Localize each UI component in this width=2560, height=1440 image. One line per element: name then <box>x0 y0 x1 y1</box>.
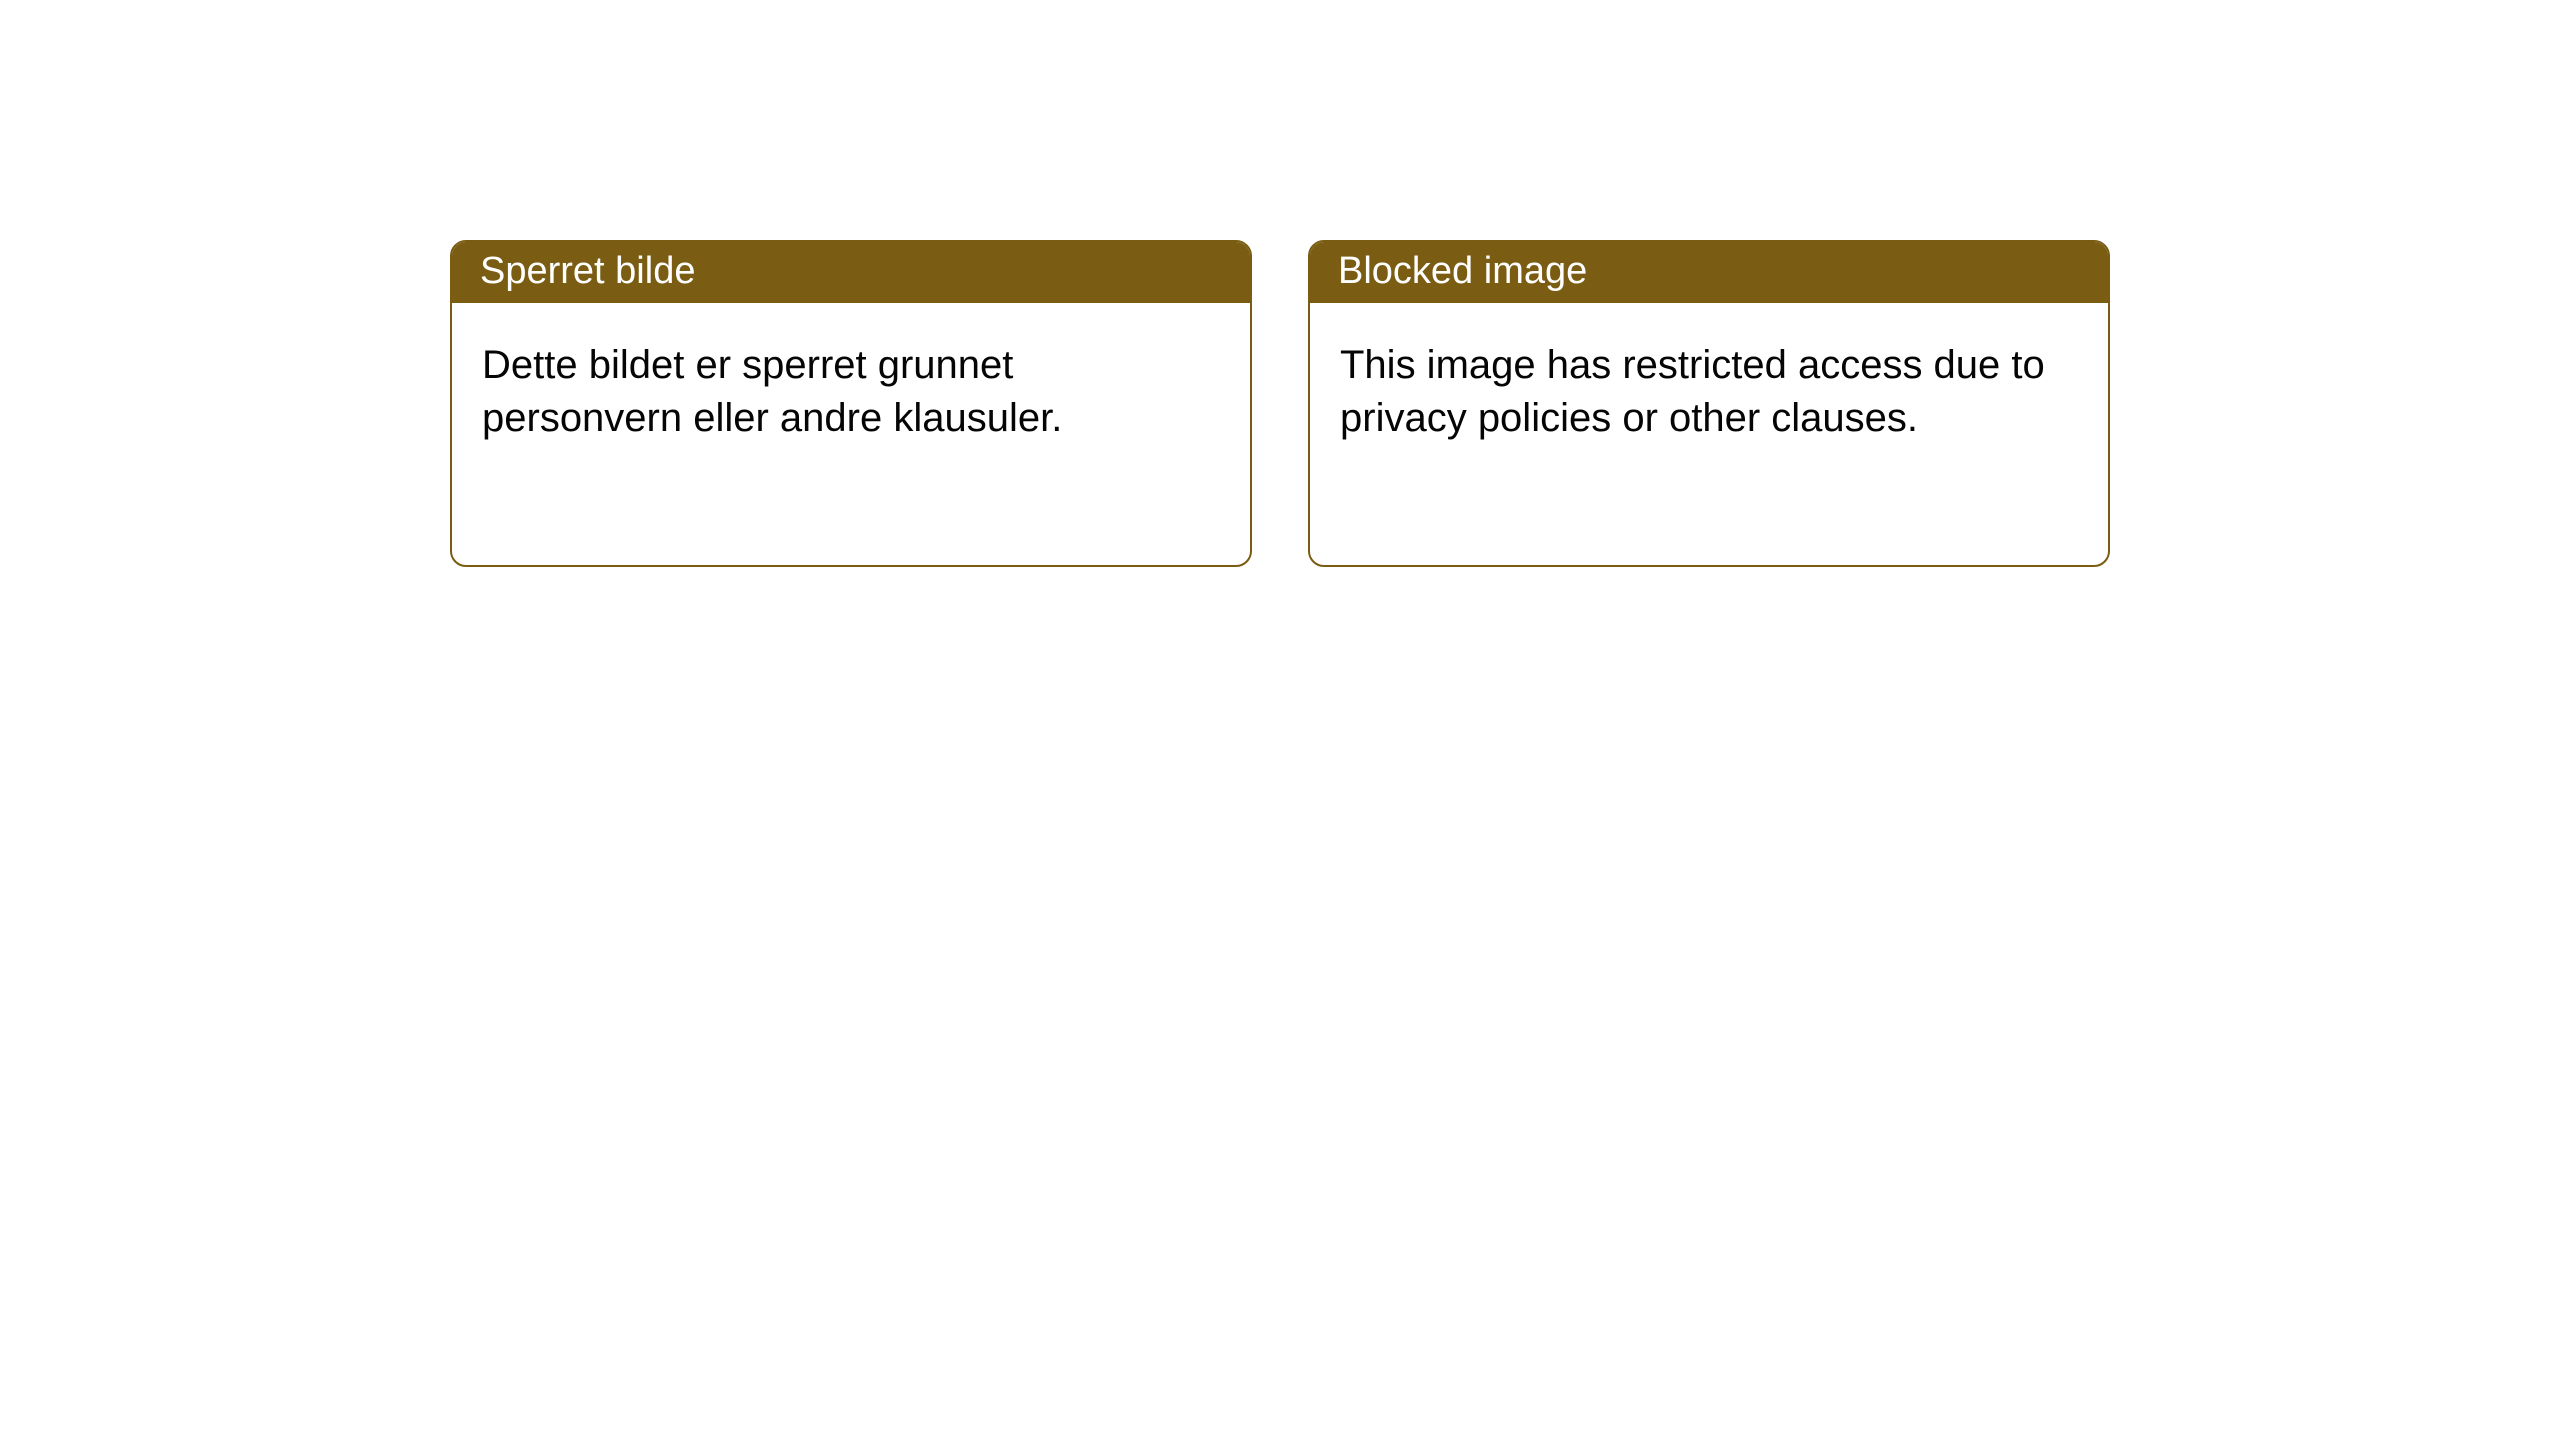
notice-card-norwegian: Sperret bilde Dette bildet er sperret gr… <box>450 240 1252 567</box>
notice-card-title: Sperret bilde <box>452 242 1250 303</box>
notice-card-english: Blocked image This image has restricted … <box>1308 240 2110 567</box>
notice-container: Sperret bilde Dette bildet er sperret gr… <box>0 0 2560 567</box>
notice-card-body: Dette bildet er sperret grunnet personve… <box>452 303 1250 565</box>
notice-card-body: This image has restricted access due to … <box>1310 303 2108 565</box>
notice-card-title: Blocked image <box>1310 242 2108 303</box>
